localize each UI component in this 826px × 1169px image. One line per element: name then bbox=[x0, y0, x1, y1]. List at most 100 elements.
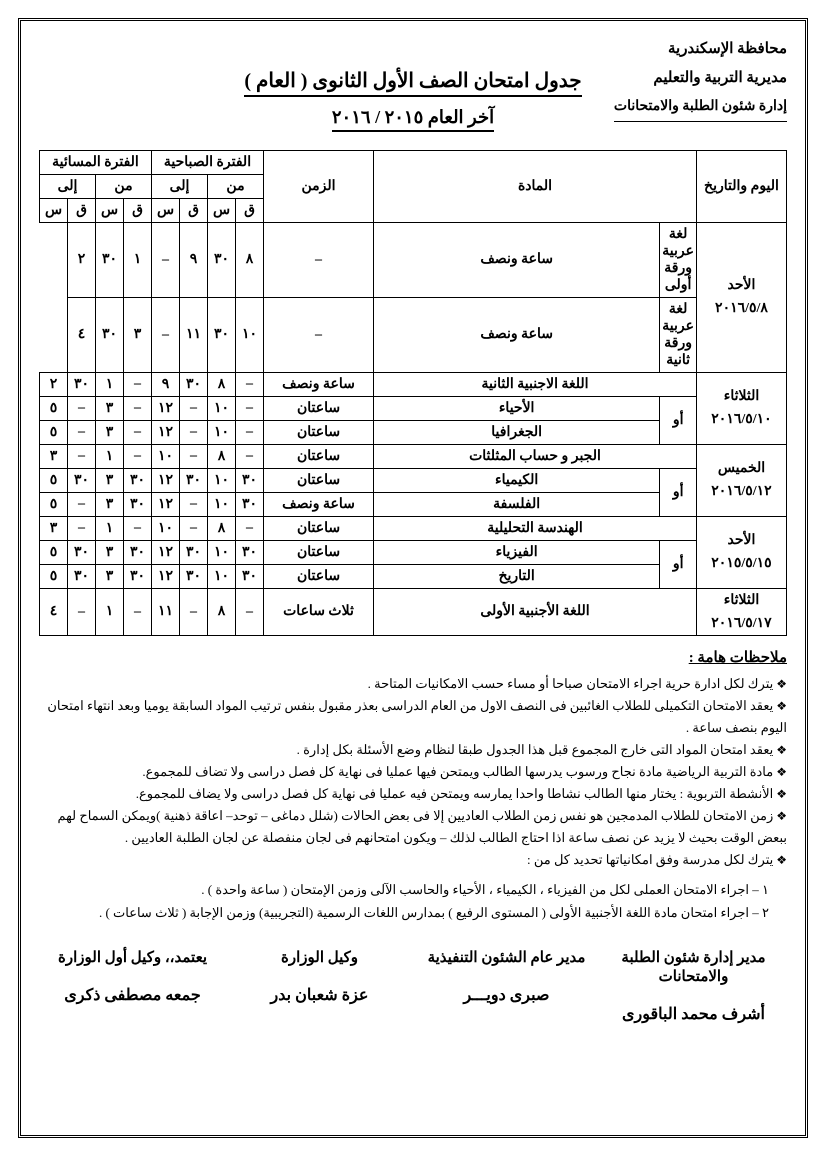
subject-cell: الكيمياء bbox=[374, 468, 660, 492]
time-cell: ٣٠ bbox=[208, 222, 236, 297]
time-cell: ٤ bbox=[40, 588, 68, 635]
th-day: اليوم والتاريخ bbox=[697, 150, 787, 222]
time-cell: ٣٠ bbox=[180, 540, 208, 564]
time-cell: ١ bbox=[96, 588, 124, 635]
time-cell: ٣٠ bbox=[68, 468, 96, 492]
time-cell: ١٢ bbox=[152, 468, 180, 492]
th-subject: المادة bbox=[374, 150, 697, 222]
time-cell: – bbox=[180, 396, 208, 420]
time-cell: ٣٠ bbox=[236, 468, 264, 492]
directorate-line: مديرية التربية والتعليم bbox=[614, 64, 787, 93]
document-frame: محافظة الإسكندرية مديرية التربية والتعلي… bbox=[18, 18, 808, 1138]
th-m-to: إلى bbox=[152, 174, 208, 198]
duration-cell: ساعتان bbox=[264, 516, 374, 540]
note-item: يعقد الامتحان التكميلى للطلاب الغائبين ف… bbox=[39, 695, 787, 739]
time-cell: ١ bbox=[124, 222, 152, 297]
table-row: الأحد٢٠١٦/٥/٨لغة عربية ورقة أولىساعة ونص… bbox=[40, 222, 787, 297]
th-e-from-h: س bbox=[96, 198, 124, 222]
time-cell: ٣ bbox=[96, 420, 124, 444]
time-cell: ٥ bbox=[40, 492, 68, 516]
time-cell: ٥ bbox=[40, 420, 68, 444]
signature-col: مدير إدارة شئون الطلبة والامتحانات أشرف م… bbox=[600, 948, 787, 1024]
subject-cell: الأحياء bbox=[374, 396, 660, 420]
time-cell: ١٠ bbox=[152, 516, 180, 540]
notes-list: يترك لكل ادارة حرية اجراء الامتحان صباحا… bbox=[39, 673, 787, 872]
time-cell: ٣٠ bbox=[124, 540, 152, 564]
subject-cell: لغة عربية ورقة ثانية bbox=[660, 297, 697, 372]
time-cell: ٣٠ bbox=[180, 564, 208, 588]
time-cell: ٨ bbox=[208, 516, 236, 540]
time-cell: – bbox=[236, 372, 264, 396]
time-cell: ١٠ bbox=[236, 297, 264, 372]
subject-cell: الجغرافيا bbox=[374, 420, 660, 444]
signature-title: مدير إدارة شئون الطلبة والامتحانات bbox=[600, 948, 787, 986]
th-e-from-m: ق bbox=[124, 198, 152, 222]
duration-cell: ساعة ونصف bbox=[374, 297, 660, 372]
signature-name: أشرف محمد الباقورى bbox=[600, 1004, 787, 1024]
time-cell: ٣ bbox=[40, 444, 68, 468]
time-cell: ٥ bbox=[40, 564, 68, 588]
th-e-from: من bbox=[96, 174, 152, 198]
signature-name: عزة شعبان بدر bbox=[226, 985, 413, 1005]
time-cell: ١٠ bbox=[208, 420, 236, 444]
subject-cell: الفلسفة bbox=[374, 492, 660, 516]
time-cell: – bbox=[152, 222, 180, 297]
time-cell: – bbox=[124, 396, 152, 420]
admin-line: إدارة شئون الطلبة والامتحانات bbox=[614, 94, 787, 122]
table-row: أوالأحياءساعتان–١٠–١٢–٣–٥ bbox=[40, 396, 787, 420]
signature-col: يعتمد،، وكيل أول الوزارةجمعه مصطفى ذكرى bbox=[39, 948, 226, 1024]
time-cell: ٨ bbox=[208, 588, 236, 635]
time-cell: ٣٠ bbox=[180, 468, 208, 492]
note-item: مادة التربية الرياضية مادة نجاح ورسوب يد… bbox=[39, 761, 787, 783]
notes-title: ملاحظات هامة : bbox=[39, 648, 787, 667]
time-cell: ٣٠ bbox=[96, 297, 124, 372]
note-item: يترك لكل مدرسة وفق امكانياتها تحديد كل م… bbox=[39, 849, 787, 871]
table-body: الأحد٢٠١٦/٥/٨لغة عربية ورقة أولىساعة ونص… bbox=[40, 222, 787, 635]
time-cell: – bbox=[236, 516, 264, 540]
table-row: لغة عربية ورقة ثانيةساعة ونصف–١٠٣٠١١–٣٣٠… bbox=[40, 297, 787, 372]
time-cell: ١ bbox=[96, 516, 124, 540]
time-cell: – bbox=[236, 588, 264, 635]
subject-cell: التاريخ bbox=[374, 564, 660, 588]
time-cell: – bbox=[180, 516, 208, 540]
time-cell: – bbox=[180, 588, 208, 635]
table-row: الثلاثاء٢٠١٦/٥/١٠اللغة الاجنبية الثانيةس… bbox=[40, 372, 787, 396]
time-cell: ١١ bbox=[180, 297, 208, 372]
sub-note-item: ٢ – اجراء امتحان مادة اللغة الأجنبية الأ… bbox=[39, 902, 769, 924]
table-row: الثلاثاء٢٠١٦/٥/١٧اللغة الأجنبية الأولىثل… bbox=[40, 588, 787, 635]
time-cell: ١٠ bbox=[152, 444, 180, 468]
time-cell: ٣ bbox=[96, 492, 124, 516]
duration-cell: ثلاث ساعات bbox=[264, 588, 374, 635]
time-cell: ٥ bbox=[40, 396, 68, 420]
th-morning: الفترة الصباحية bbox=[152, 150, 264, 174]
time-cell: ٣ bbox=[40, 516, 68, 540]
subject-cell: الجبر و حساب المثلثات bbox=[374, 444, 697, 468]
time-cell: ٣٠ bbox=[208, 297, 236, 372]
title-line2: آخر العام ٢٠١٥ / ٢٠١٦ bbox=[332, 107, 494, 132]
time-cell: – bbox=[124, 444, 152, 468]
time-cell: ٣ bbox=[96, 540, 124, 564]
time-cell: ٢ bbox=[68, 222, 96, 297]
subject-cell: لغة عربية ورقة أولى bbox=[660, 222, 697, 297]
subject-cell: اللغة الاجنبية الثانية bbox=[374, 372, 697, 396]
time-cell: ١٠ bbox=[208, 492, 236, 516]
time-cell: – bbox=[124, 372, 152, 396]
th-m-to-h: س bbox=[152, 198, 180, 222]
day-cell: الثلاثاء٢٠١٦/٥/١٧ bbox=[697, 588, 787, 635]
duration-cell: ساعة ونصف bbox=[374, 222, 660, 297]
time-cell: – bbox=[124, 588, 152, 635]
time-cell: ١٢ bbox=[152, 492, 180, 516]
time-cell: – bbox=[236, 396, 264, 420]
time-cell: ١٢ bbox=[152, 564, 180, 588]
signature-name: جمعه مصطفى ذكرى bbox=[39, 985, 226, 1005]
time-cell: ٩ bbox=[180, 222, 208, 297]
time-cell: ١٠ bbox=[208, 564, 236, 588]
subject-cell: الهندسة التحليلية bbox=[374, 516, 697, 540]
time-cell: – bbox=[68, 420, 96, 444]
th-m-to-m: ق bbox=[180, 198, 208, 222]
time-cell: ٥ bbox=[40, 540, 68, 564]
duration-cell: ساعتان bbox=[264, 444, 374, 468]
time-cell: ٣٠ bbox=[236, 540, 264, 564]
duration-cell: ساعتان bbox=[264, 540, 374, 564]
time-cell: ٣ bbox=[96, 564, 124, 588]
